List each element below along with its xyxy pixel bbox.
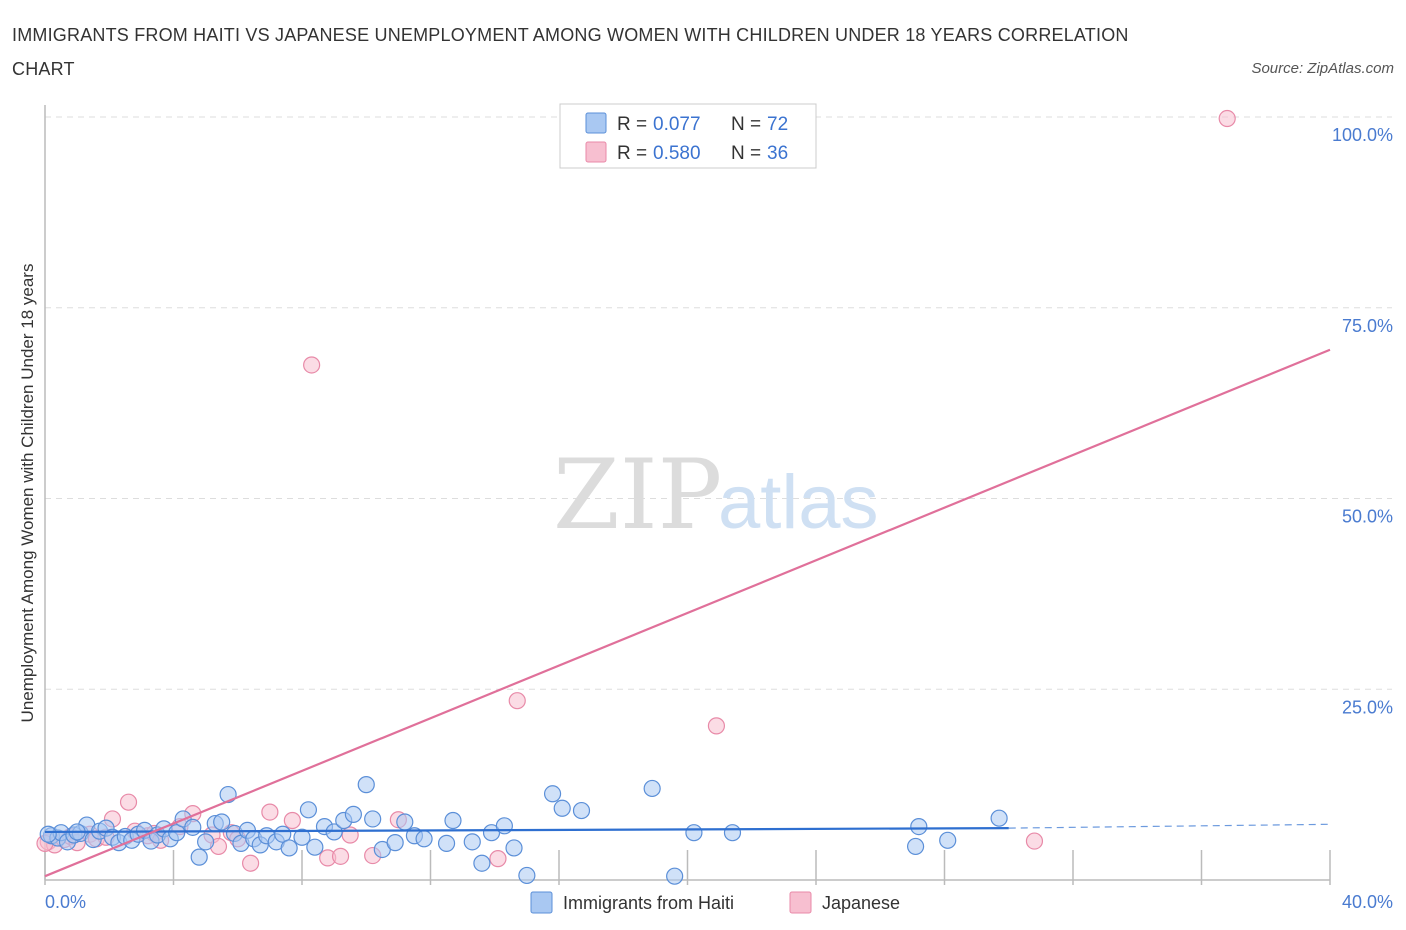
trend-lines (44, 348, 1331, 878)
japanese-point-34 (1218, 109, 1236, 128)
haiti-point-56 (495, 817, 513, 835)
legend-box: R = 0.077 N = 72 R = 0.580 N = 36 (559, 103, 817, 169)
japanese-point-20 (242, 854, 260, 872)
watermark-zip: ZIP (553, 439, 722, 551)
haiti-point-51 (437, 834, 456, 852)
haiti-point-53 (463, 833, 481, 851)
japanese-point-33 (1025, 832, 1044, 850)
haiti-point-52 (444, 811, 462, 830)
haiti-point-20 (168, 824, 186, 842)
legend-swatch-haiti (585, 112, 607, 134)
legend-japanese-n-value: 36 (767, 143, 788, 164)
japanese-point-22 (283, 811, 301, 830)
haiti-point-54 (473, 854, 491, 872)
y-tick-label-50: 50.0% (1342, 507, 1393, 527)
haiti-point-66 (906, 837, 925, 856)
haiti-point-68 (939, 831, 957, 849)
haiti-point-45 (364, 810, 382, 828)
japanese-point-21 (261, 803, 279, 821)
y-axis-label: Unemployment Among Women with Children U… (18, 264, 37, 723)
haiti-point-24 (197, 833, 215, 851)
legend-japanese-r-value: 0.580 (653, 143, 701, 164)
haiti-point-47 (386, 834, 404, 852)
haiti-point-22 (184, 818, 202, 836)
bottom-legend-japanese-label: Japanese (822, 893, 900, 913)
haiti-point-48 (396, 813, 414, 831)
haiti-point-58 (518, 866, 536, 885)
bottom-legend-swatch-haiti (530, 891, 553, 914)
haiti-point-37 (293, 828, 311, 846)
grid-lines (45, 116, 1392, 690)
legend-japanese-n-label: N = (731, 143, 761, 164)
haiti-point-38 (299, 801, 318, 819)
haiti-point-67 (910, 817, 928, 836)
japanese-point-29 (489, 850, 507, 868)
legend-japanese-r-label: R = (617, 143, 647, 164)
bottom-legend-swatch-japanese (789, 891, 812, 914)
y-tick-labels: 100.0% 75.0% 50.0% 25.0% (1332, 125, 1393, 717)
japanese-point-26 (341, 826, 359, 844)
haiti-trend-line (44, 827, 1009, 834)
japanese-trend-line (44, 348, 1331, 878)
haiti-point-23 (190, 848, 208, 866)
japanese-point-9 (119, 793, 138, 811)
haiti-point-50 (415, 830, 433, 848)
legend-haiti-n-label: N = (731, 114, 761, 135)
x-tick-label-min: 0.0% (45, 892, 86, 912)
haiti-point-60 (553, 799, 571, 817)
haiti-point-39 (306, 838, 324, 856)
haiti-point-43 (344, 805, 362, 823)
x-tick-label-max: 40.0% (1342, 892, 1393, 912)
haiti-point-44 (357, 776, 375, 794)
japanese-point-23 (303, 356, 321, 374)
japanese-point-30 (508, 692, 526, 710)
source-label: Source: ZipAtlas.com (1251, 60, 1394, 77)
haiti-point-62 (643, 779, 661, 798)
haiti-point-26 (213, 813, 231, 831)
chart-title: IMMIGRANTS FROM HAITI VS JAPANESE UNEMPL… (12, 25, 1129, 79)
haiti-point-65 (723, 824, 742, 842)
haiti-point-64 (685, 824, 703, 842)
japanese-point-25 (331, 847, 350, 865)
haiti-point-41 (325, 823, 343, 841)
bottom-legend: Immigrants from Haiti Japanese (530, 891, 900, 914)
haiti-point-59 (543, 785, 562, 803)
haiti-point-57 (505, 839, 523, 857)
legend-haiti-n-value: 72 (767, 114, 788, 135)
haiti-point-36 (280, 839, 298, 857)
haiti-trend-extension (1008, 823, 1331, 829)
x-tick-marks (44, 850, 1331, 885)
legend-haiti-r-label: R = (617, 114, 647, 135)
bottom-legend-haiti-label: Immigrants from Haiti (563, 893, 734, 913)
y-tick-label-75: 75.0% (1342, 316, 1393, 336)
watermark-atlas: atlas (718, 460, 879, 545)
japanese-point-32 (707, 717, 726, 735)
y-tick-label-100: 100.0% (1332, 125, 1393, 145)
haiti-point-70 (39, 825, 57, 843)
y-tick-label-25: 25.0% (1342, 697, 1393, 717)
legend-haiti-r-value: 0.077 (653, 114, 701, 135)
haiti-point-63 (666, 867, 684, 885)
haiti-point-69 (990, 809, 1008, 827)
haiti-point-61 (572, 801, 591, 820)
legend-swatch-japanese (585, 141, 607, 163)
